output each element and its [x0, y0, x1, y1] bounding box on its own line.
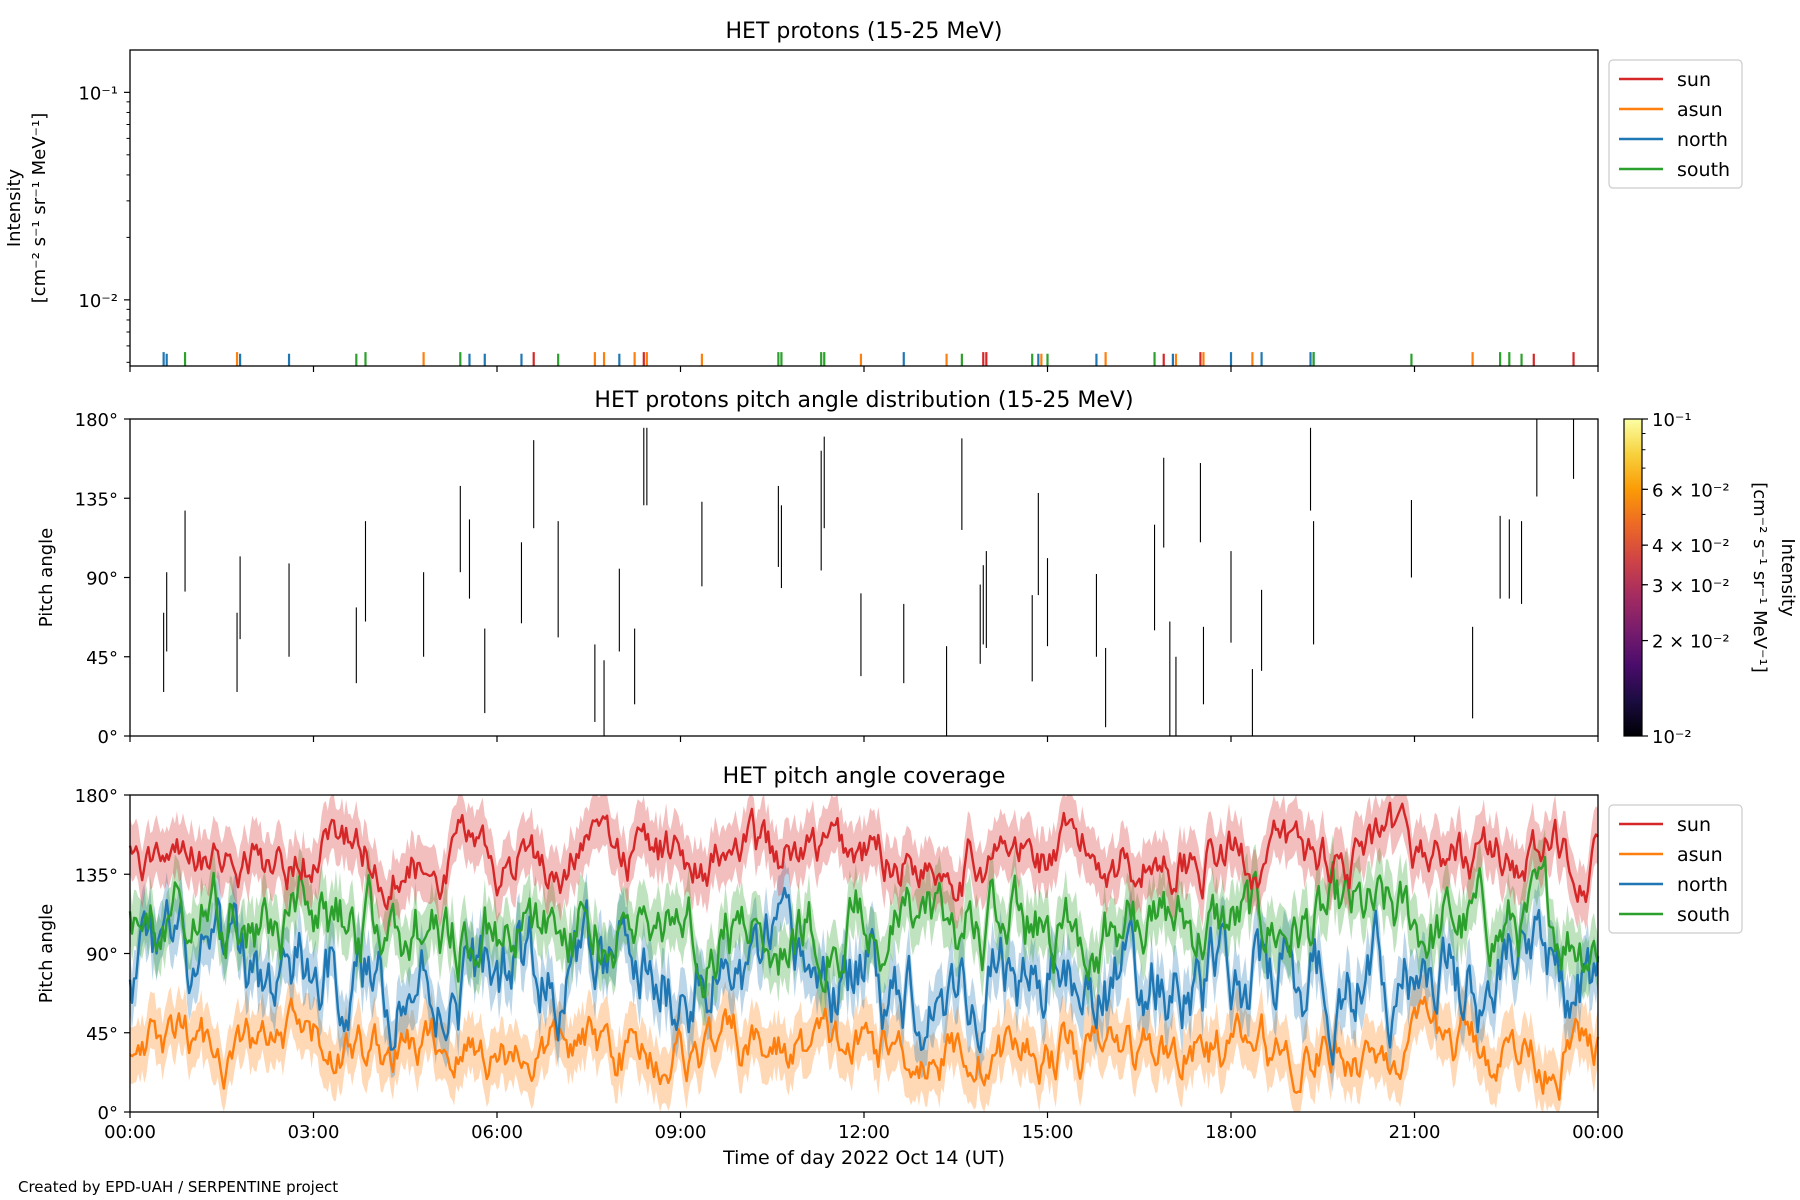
panel-title: HET protons pitch angle distribution (15…	[594, 388, 1133, 413]
colorbar-tick-label: 6 × 10⁻²	[1652, 480, 1730, 501]
legend-label-sun: sun	[1677, 69, 1711, 91]
legend-label-south: south	[1677, 159, 1730, 181]
axes-frame	[129, 418, 1599, 737]
y-axis-label: Pitch angle	[36, 904, 57, 1003]
x-tick-label: 00:00	[1572, 1122, 1624, 1143]
y-axis-label: Intensity	[4, 168, 25, 247]
legend-box	[1608, 59, 1743, 189]
y-tick-label: 135°	[75, 489, 118, 510]
coverage-line-sun	[128, 801, 1599, 911]
x-tick-label: 06:00	[471, 1122, 523, 1143]
colorbar-unit-label: [cm⁻² s⁻¹ sr⁻¹ MeV⁻¹]	[1749, 482, 1770, 673]
legend-label-sun: sun	[1677, 814, 1711, 836]
x-tick-label: 15:00	[1022, 1122, 1074, 1143]
y-tick-label: 10⁻¹	[78, 83, 118, 104]
pitch-angle-distribution-panel: HET protons pitch angle distribution (15…	[36, 388, 1599, 748]
colorbar-tick-label: 4 × 10⁻²	[1652, 536, 1730, 557]
pitch-angle-coverage-panel: HET pitch angle coverage 0° 45° 90° 135° 180°…	[36, 764, 1743, 1169]
panel-title: HET pitch angle coverage	[723, 764, 1006, 789]
y-tick-label: 45°	[86, 648, 118, 669]
colorbar-label: Intensity	[1777, 538, 1798, 617]
legend-label-north: north	[1677, 129, 1728, 151]
x-tick-label: 00:00	[104, 1122, 156, 1143]
y-tick-label: 180°	[75, 410, 118, 431]
y-tick-label: 180°	[75, 786, 118, 807]
colorbar-tick-label: 10⁻¹	[1652, 410, 1692, 431]
x-tick-label: 18:00	[1205, 1122, 1257, 1143]
x-tick-label: 03:00	[288, 1122, 340, 1143]
coverage-line-asun	[129, 995, 1600, 1101]
y-tick-label: 0°	[98, 1103, 118, 1124]
y-tick-label: 90°	[86, 945, 118, 966]
y-axis-unit-label: [cm⁻² s⁻¹ sr⁻¹ MeV⁻¹]	[29, 113, 50, 304]
y-axis-label: Pitch angle	[36, 528, 57, 627]
y-tick-label: 45°	[86, 1024, 118, 1045]
intensity-panel: HET protons (15-25 MeV) 10⁻¹ 10⁻² Intensity…	[4, 19, 1743, 372]
x-tick-label: 09:00	[655, 1122, 707, 1143]
coverage-line-south	[128, 855, 1600, 999]
coverage-band-asun	[130, 968, 1598, 1112]
x-axis-label: Time of day 2022 Oct 14 (UT)	[722, 1147, 1005, 1169]
colorbar-tick-label: 3 × 10⁻²	[1652, 576, 1730, 597]
x-tick-label: 21:00	[1389, 1122, 1441, 1143]
x-tick-label: 12:00	[838, 1122, 890, 1143]
legend-label-north: north	[1677, 874, 1728, 896]
coverage-band-sun	[130, 795, 1598, 938]
legend-box	[1608, 804, 1743, 934]
axes-frame	[129, 49, 1599, 367]
colorbar-bar	[1623, 418, 1643, 737]
legend-label-asun: asun	[1677, 844, 1723, 866]
coverage-line-north	[128, 886, 1600, 1066]
colorbar: 10⁻¹ 6 × 10⁻² 4 × 10⁻² 3 × 10⁻² 2 × 10⁻² 10⁻²…	[1623, 410, 1798, 748]
colorbar-tick-label: 10⁻²	[1652, 727, 1692, 748]
panel-title: HET protons (15-25 MeV)	[726, 19, 1003, 44]
y-tick-label: 10⁻²	[78, 291, 118, 312]
legend-label-south: south	[1677, 904, 1730, 926]
y-tick-label: 0°	[98, 727, 118, 748]
colorbar-tick-label: 2 × 10⁻²	[1652, 632, 1730, 653]
legend-label-asun: asun	[1677, 99, 1723, 121]
y-tick-label: 135°	[75, 865, 118, 886]
credit-text: Created by EPD-UAH / SERPENTINE project	[18, 1178, 339, 1196]
y-tick-label: 90°	[86, 569, 118, 590]
